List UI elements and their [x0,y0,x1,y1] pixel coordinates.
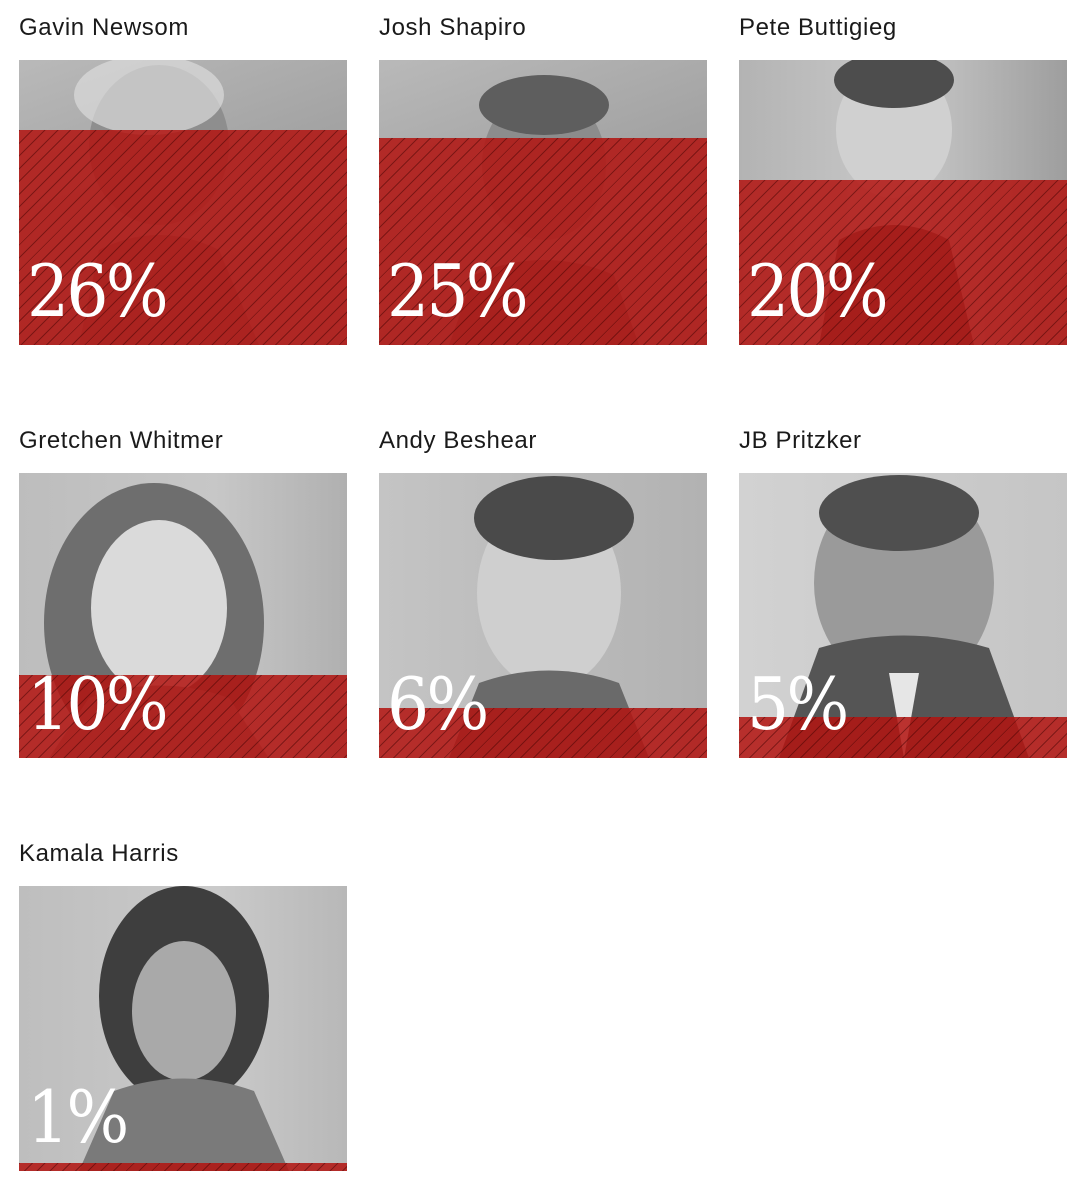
percentage-fill-bar [739,180,1067,345]
candidate-name: Kamala Harris [19,840,179,867]
percentage-label: 6% [387,662,489,746]
candidate-photo: 20% [739,60,1067,345]
percentage-label: 10% [27,662,169,746]
candidate-name: Andy Beshear [379,427,537,454]
percentage-fill-bar [379,138,707,345]
percentage-fill-bar [19,675,347,758]
candidate-card-harris: Kamala Harris 1% [19,826,347,1171]
candidate-name: Pete Buttigieg [739,14,897,41]
candidate-card-whitmer: Gretchen Whitmer 10% [19,413,347,758]
candidate-photo: 5% [739,473,1067,758]
candidate-name: Gavin Newsom [19,14,189,41]
percentage-label: 20% [747,249,889,333]
candidate-card-pritzker: JB Pritzker 5% [739,413,1067,758]
candidate-photo: 1% [19,886,347,1171]
candidate-name: JB Pritzker [739,427,862,454]
percentage-fill-bar [379,708,707,758]
percentage-fill-bar [739,717,1067,758]
percentage-fill-bar [19,1163,347,1171]
candidate-photo: 25% [379,60,707,345]
candidate-photo: 26% [19,60,347,345]
percentage-label: 25% [387,249,529,333]
candidate-card-newsom: Gavin Newsom 26% [19,0,347,345]
candidate-card-shapiro: Josh Shapiro 25% [379,0,707,345]
percentage-label: 1% [27,1075,129,1159]
percentage-label: 5% [747,662,849,746]
candidate-card-beshear: Andy Beshear 6% [379,413,707,758]
candidate-name: Josh Shapiro [379,14,527,41]
candidate-photo: 10% [19,473,347,758]
portrait-photo-icon [79,886,289,1171]
candidate-name: Gretchen Whitmer [19,427,224,454]
percentage-fill-bar [19,130,347,345]
candidate-card-buttigieg: Pete Buttigieg 20% [739,0,1067,345]
percentage-label: 26% [27,249,169,333]
candidate-photo: 6% [379,473,707,758]
